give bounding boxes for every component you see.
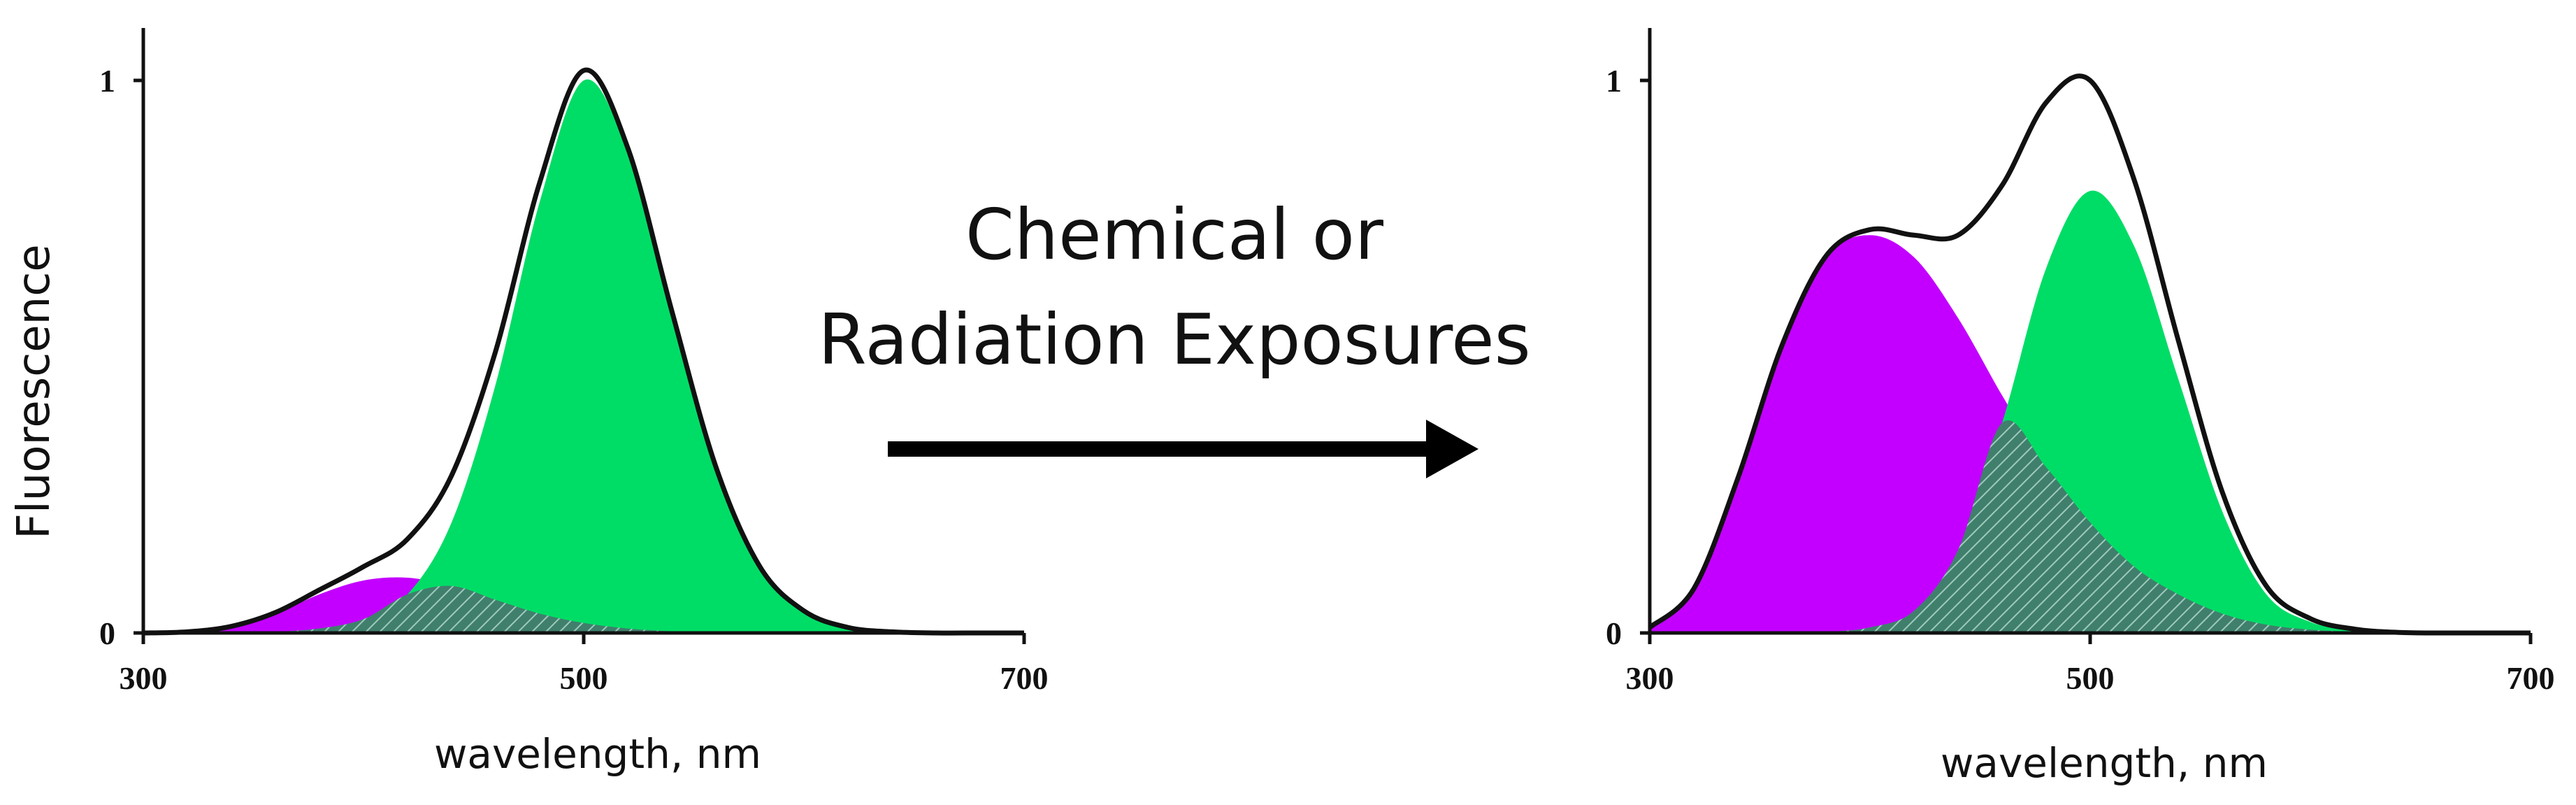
area-overlap xyxy=(1650,420,2531,634)
y-tick-label: 1 xyxy=(1606,63,1622,99)
y-axis-label: Fluorescence xyxy=(8,244,60,539)
area-violet xyxy=(1650,235,2531,634)
chart-after-exposure: 0 1 300 500 700 wavelength, nm xyxy=(1606,28,2555,787)
y-tick-label: 1 xyxy=(99,63,115,99)
x-axis-label: wavelength, nm xyxy=(1941,739,2268,787)
arrow-icon xyxy=(888,420,1478,478)
total-curve xyxy=(143,67,1024,636)
x-tick-label: 500 xyxy=(2066,660,2115,696)
area-green xyxy=(1650,190,2531,634)
chart-before-exposure: Fluorescence 0 1 300 500 700 wavelength, nm xyxy=(8,28,1049,778)
x-tick-label: 500 xyxy=(560,660,608,696)
x-tick-label: 300 xyxy=(120,660,168,696)
y-tick-label: 0 xyxy=(99,615,115,651)
x-tick-label: 700 xyxy=(1000,660,1049,696)
caption-line-2: Radiation Exposures xyxy=(818,299,1530,380)
total-curve xyxy=(1648,73,2531,636)
plot-area: 0 1 300 500 700 xyxy=(99,28,1049,696)
transition: Chemical or Radiation Exposures xyxy=(818,194,1531,478)
x-tick-label: 700 xyxy=(2507,660,2555,696)
area-green xyxy=(143,79,1024,634)
x-tick-label: 300 xyxy=(1626,660,1674,696)
area-overlap xyxy=(143,585,1024,634)
y-tick-label: 0 xyxy=(1606,615,1622,651)
x-axis-label: wavelength, nm xyxy=(434,730,761,778)
caption-line-1: Chemical or xyxy=(965,194,1384,276)
plot-area: 0 1 300 500 700 xyxy=(1606,28,2555,696)
area-violet xyxy=(143,577,1024,634)
